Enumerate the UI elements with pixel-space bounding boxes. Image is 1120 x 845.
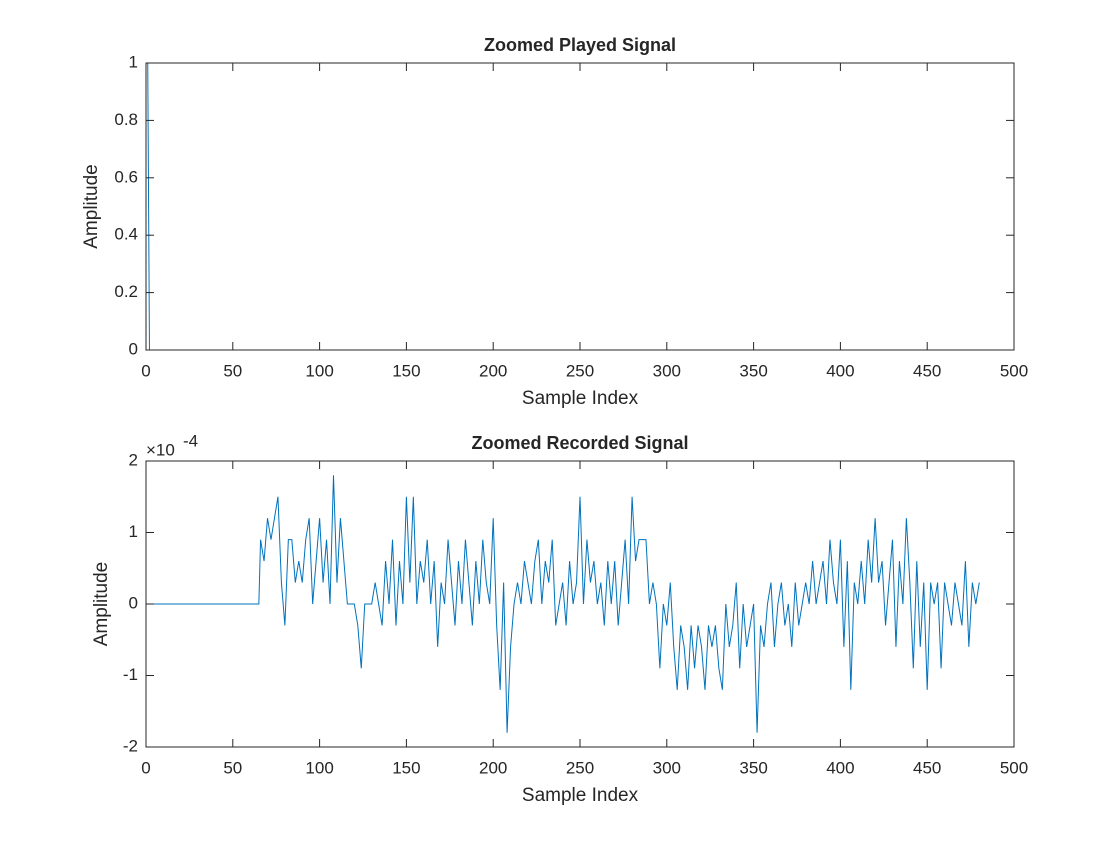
x-tick-label: 350 [739,361,767,380]
y-tick-label: 0.8 [114,110,138,129]
chart-title: Zoomed Recorded Signal [471,433,688,453]
x-tick-label: 400 [826,758,854,777]
y-tick-label: 0 [129,339,138,358]
y-tick-label: 1 [129,522,138,541]
x-tick-label: 300 [653,361,681,380]
y-tick-label: 0.4 [114,225,138,244]
x-tick-label: 50 [223,758,242,777]
x-tick-label: 100 [305,361,333,380]
x-tick-label: 350 [739,758,767,777]
x-tick-label: 150 [392,361,420,380]
x-tick-label: 250 [566,361,594,380]
x-tick-label: 500 [1000,361,1028,380]
y-tick-label: -2 [123,736,138,755]
y-tick-label: 1 [129,52,138,71]
x-tick-label: 150 [392,758,420,777]
x-tick-label: 500 [1000,758,1028,777]
y-tick-label: 0 [129,593,138,612]
y-tick-label: -1 [123,665,138,684]
x-tick-label: 0 [141,361,150,380]
x-tick-label: 50 [223,361,242,380]
x-tick-label: 100 [305,758,333,777]
y-axis-label: Amplitude [91,562,112,647]
x-tick-label: 250 [566,758,594,777]
x-tick-label: 450 [913,758,941,777]
signal-line [147,475,980,733]
y-exponent-power: -4 [183,431,198,450]
y-tick-label: 2 [129,450,138,469]
x-tick-label: 400 [826,361,854,380]
x-axis-label: Sample Index [522,388,639,409]
chart-title: Zoomed Played Signal [484,35,676,55]
x-tick-label: 300 [653,758,681,777]
x-tick-label: 200 [479,361,507,380]
y-tick-label: 0.6 [114,167,138,186]
y-tick-label: 0.2 [114,282,138,301]
x-tick-label: 0 [141,758,150,777]
plot-area [146,63,1014,350]
x-tick-label: 450 [913,361,941,380]
y-axis-label: Amplitude [81,164,102,249]
y-exponent-base: ×10 [146,440,175,459]
x-tick-label: 200 [479,758,507,777]
x-axis-label: Sample Index [522,785,639,806]
